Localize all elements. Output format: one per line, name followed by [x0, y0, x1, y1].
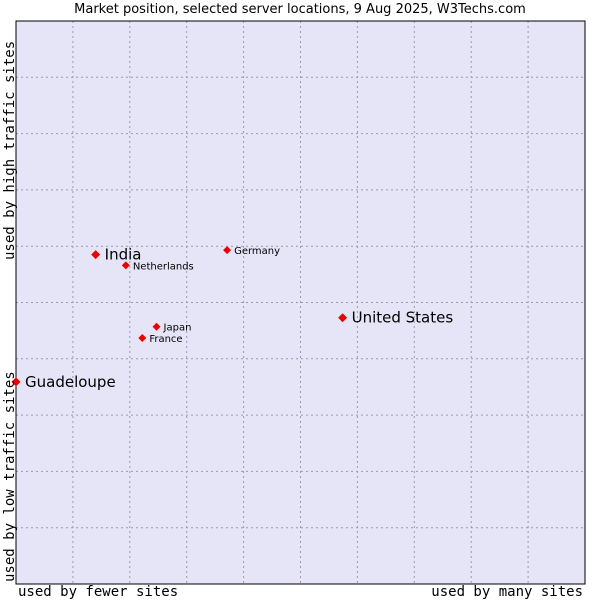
point-marker [223, 246, 232, 255]
plot-border [15, 20, 586, 585]
grid-lines [16, 21, 585, 584]
point-label: Japan [163, 323, 192, 334]
data-point-japan: Japan [152, 322, 192, 334]
point-marker [152, 322, 161, 331]
point-marker [91, 250, 101, 260]
data-point-united-states: United States [338, 309, 453, 327]
x-axis-high-label: used by many sites [431, 584, 583, 600]
point-marker [138, 333, 147, 342]
data-point-germany: Germany [223, 246, 280, 257]
point-label: France [149, 334, 182, 345]
x-axis-low-label: used by fewer sites [18, 584, 179, 600]
point-label: Germany [234, 246, 280, 257]
data-point-guadeloupe: Guadeloupe [11, 373, 116, 391]
point-label: Netherlands [133, 261, 194, 272]
y-axis-low-label: used by low traffic sites [2, 371, 18, 582]
point-label: India [105, 246, 142, 264]
point-marker [121, 261, 130, 270]
y-axis-high-label: used by high traffic sites [2, 40, 18, 260]
chart-title: Market position, selected server locatio… [74, 2, 526, 17]
point-label: United States [352, 309, 454, 327]
point-marker [338, 313, 348, 323]
point-label: Guadeloupe [25, 373, 116, 391]
data-point-india: India [91, 246, 141, 264]
data-point-netherlands: Netherlands [121, 261, 194, 272]
data-point-france: France [138, 333, 183, 345]
point-marker [11, 377, 21, 387]
